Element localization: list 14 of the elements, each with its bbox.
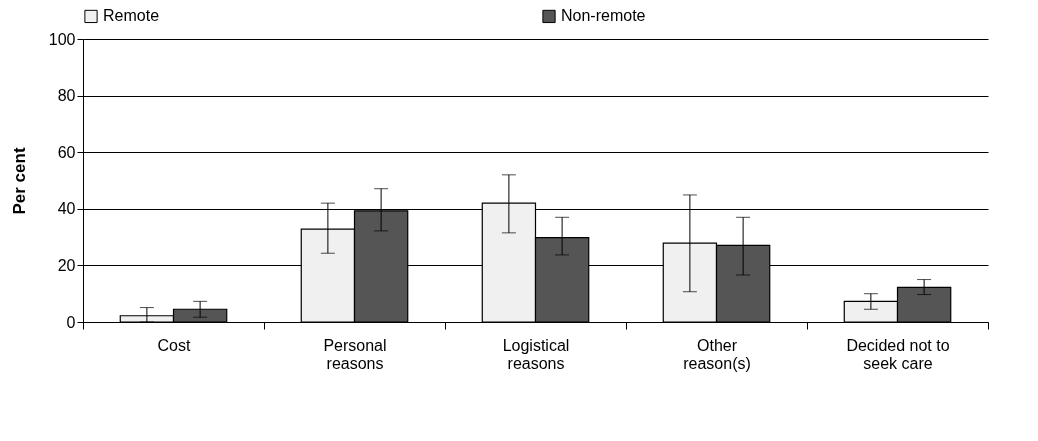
- legend-label: Non-remote: [561, 7, 646, 25]
- x-tick-label: Logistical reasons: [502, 336, 570, 372]
- y-tick-label: 40: [57, 200, 76, 218]
- x-tick-label: Personal reasons: [323, 336, 387, 372]
- y-tick-label: 80: [57, 87, 76, 105]
- y-tick-label: 20: [57, 256, 76, 274]
- x-tick-label: Cost: [157, 336, 191, 354]
- x-tick-label: Other reason(s): [683, 336, 751, 372]
- x-tick-label: Decided not to seek care: [846, 336, 950, 372]
- y-tick-label: 60: [57, 143, 76, 161]
- legend-label: Remote: [103, 7, 160, 25]
- y-tick-label: 0: [66, 313, 76, 331]
- y-axis-title: Per cent: [9, 147, 29, 215]
- y-tick-label: 100: [48, 30, 76, 48]
